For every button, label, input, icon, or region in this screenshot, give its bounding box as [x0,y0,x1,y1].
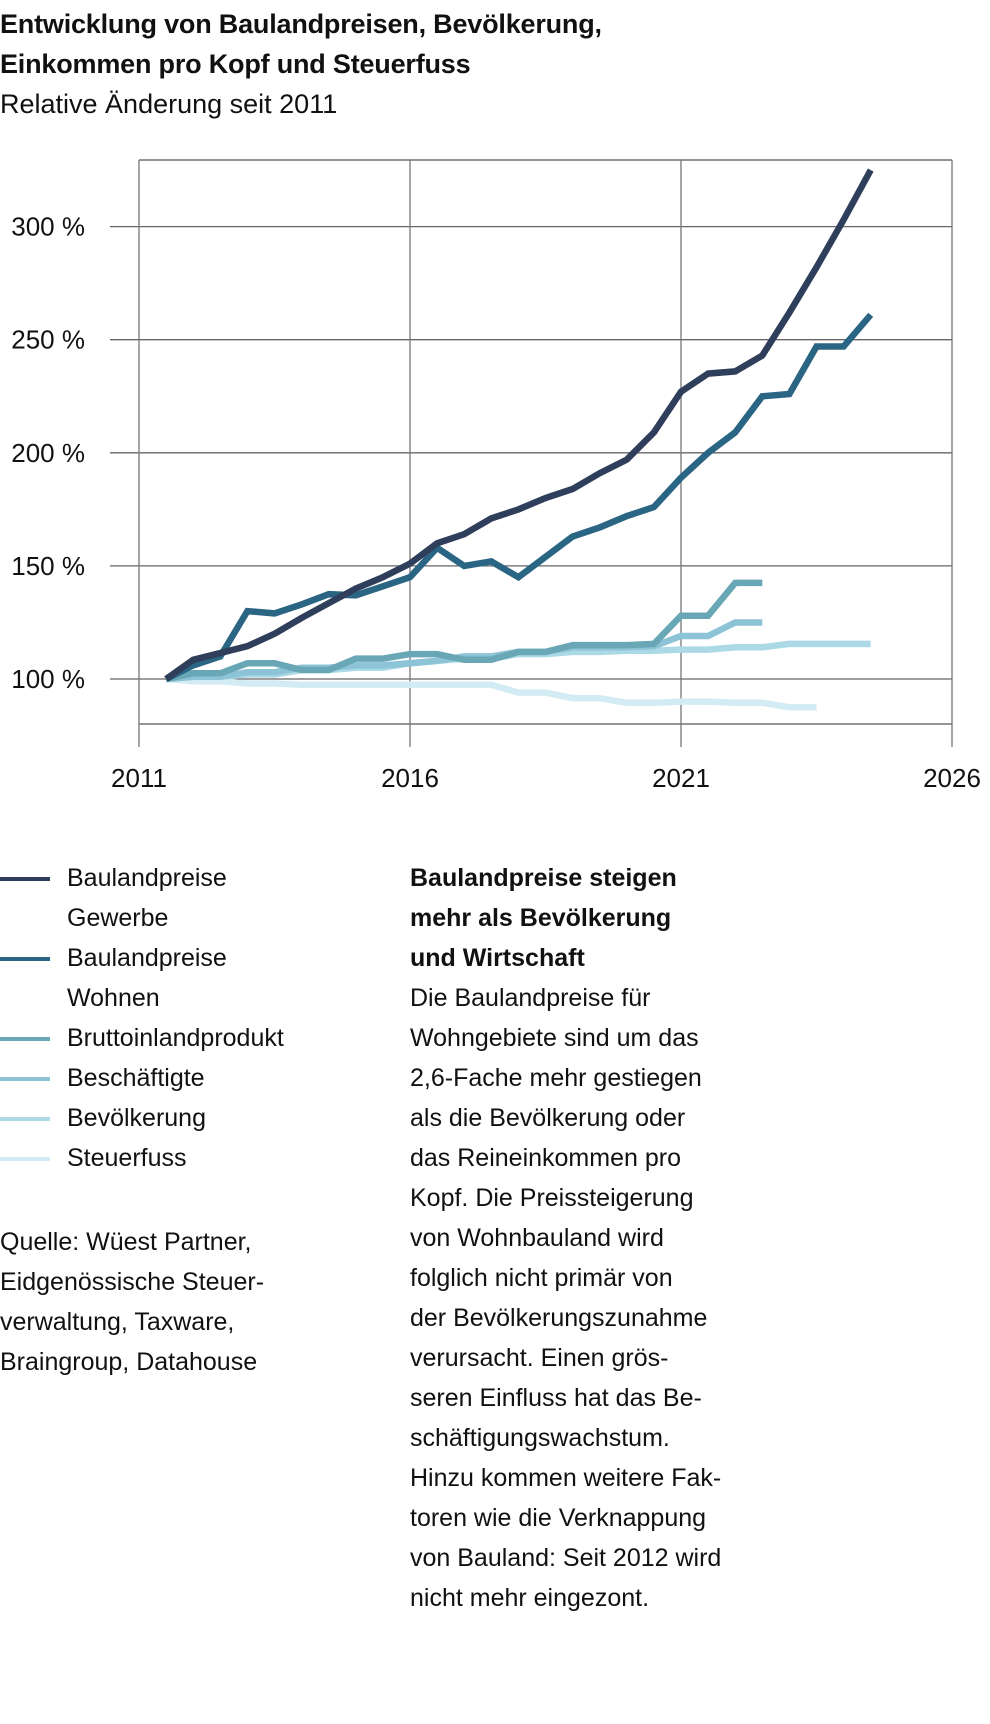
chart-title: Entwicklung von Baulandpreisen, Bevölker… [0,4,980,84]
article-body-line: 2,6-Fache mehr gestiegen [410,1064,702,1092]
y-tick-label: 250 % [11,325,85,355]
y-tick-label: 150 % [11,551,85,581]
chart-header: Entwicklung von Baulandpreisen, Bevölker… [0,4,980,124]
legend-label: Gewerbe [67,904,169,932]
article-body-line: folglich nicht primär von [410,1264,673,1292]
x-tick-label: 2026 [923,763,981,793]
y-tick-label: 100 % [11,664,85,694]
legend-label: Steuerfuss [67,1144,187,1172]
article-body-line: toren wie die Verknappung [410,1504,707,1532]
legend-label: Wohnen [67,984,160,1012]
legend-line-swatch [0,957,50,961]
article-heading-line: und Wirtschaft [410,944,585,972]
legend-item: Beschäftigte [0,1058,380,1098]
article-body-line: von Wohnbauland wird [410,1224,664,1252]
legend-label: Baulandpreise [67,864,227,892]
legend-label: Baulandpreise [67,944,227,972]
legend-line-swatch [0,877,50,881]
legend-line-swatch [0,1037,50,1041]
legend-line-swatch [0,1157,50,1161]
chart-title-line-2: Einkommen pro Kopf und Steuerfuss [0,49,471,79]
chart-subtitle: Relative Änderung seit 2011 [0,89,338,119]
series-line-baulandpreise-wohnen [164,312,874,682]
article-body-line: schäftigungswachstum. [410,1424,670,1452]
article-body-line: Hinzu kommen weitere Fak- [410,1464,722,1492]
chart-title-line-1: Entwicklung von Baulandpreisen, Bevölker… [0,9,602,39]
article-body: Die Baulandpreise für Wohngebiete sind um… [410,978,810,1618]
article-body-line: nicht mehr eingezont. [410,1584,650,1612]
x-tick-label: 2021 [652,763,710,793]
x-tick-label: 2011 [111,763,167,793]
source-line: Braingroup, Datahouse [0,1348,258,1376]
article-text: Baulandpreise steigen mehr als Bevölkerun… [410,858,810,1618]
legend-item: Baulandpreise Gewerbe [0,858,380,938]
x-tick-label: 2016 [381,763,439,793]
article-body-line: das Reineinkommen pro [410,1144,681,1172]
source-line: Quelle: Wüest Partner, [0,1228,252,1256]
series-group [164,168,874,711]
article-heading: Baulandpreise steigen mehr als Bevölkerun… [410,858,810,978]
article-body-line: Wohngebiete sind um das [410,1024,699,1052]
source-note: Quelle: Wüest Partner, Eidgenössische Ste… [0,1222,380,1382]
series-line-bruttoinlandprodukt [165,579,763,683]
legend-label: Bruttoinlandprodukt [67,1024,284,1052]
article-body-line: Kopf. Die Preissteigerung [410,1184,694,1212]
legend: Baulandpreise Gewerbe Baulandpreise Wohnen B… [0,858,380,1178]
source-line: verwaltung, Taxware, [0,1308,235,1336]
y-axis-labels: 100 % 150 % 200 % 250 % 300 % [11,212,85,694]
article-heading-line: mehr als Bevölkerung [410,904,672,932]
article-body-line: Die Baulandpreise für [410,984,651,1012]
legend-item: Steuerfuss [0,1138,380,1178]
x-axis-labels: 2011 2016 2021 2026 [111,763,981,793]
article-heading-line: Baulandpreise steigen [410,864,677,892]
series-line-beschaeftigte [165,619,763,683]
legend-label: Beschäftigte [67,1064,205,1092]
series-line-steuerfuss [165,675,817,711]
source-line: Eidgenössische Steuer- [0,1268,265,1296]
legend-item: Bruttoinlandprodukt [0,1018,380,1058]
legend-item: Baulandpreise Wohnen [0,938,380,1018]
article-body-line: der Bevölkerungszunahme [410,1304,708,1332]
legend-label: Bevölkerung [67,1104,206,1132]
y-tick-label: 300 % [11,212,85,242]
legend-line-swatch [0,1077,50,1081]
article-body-line: von Bauland: Seit 2012 wird [410,1544,722,1572]
y-tick-label: 200 % [11,438,85,468]
article-body-line: verursacht. Einen grös- [410,1344,669,1372]
article-body-line: seren Einfluss hat das Be- [410,1384,702,1412]
legend-line-swatch [0,1117,50,1121]
series-line-baulandpreise-gewerbe [164,168,874,682]
legend-item: Bevölkerung [0,1098,380,1138]
article-body-line: als die Bevölkerung oder [410,1104,686,1132]
line-chart: 100 %150 %200 %250 %300 % 2011 2016 2021 20… [11,159,981,793]
